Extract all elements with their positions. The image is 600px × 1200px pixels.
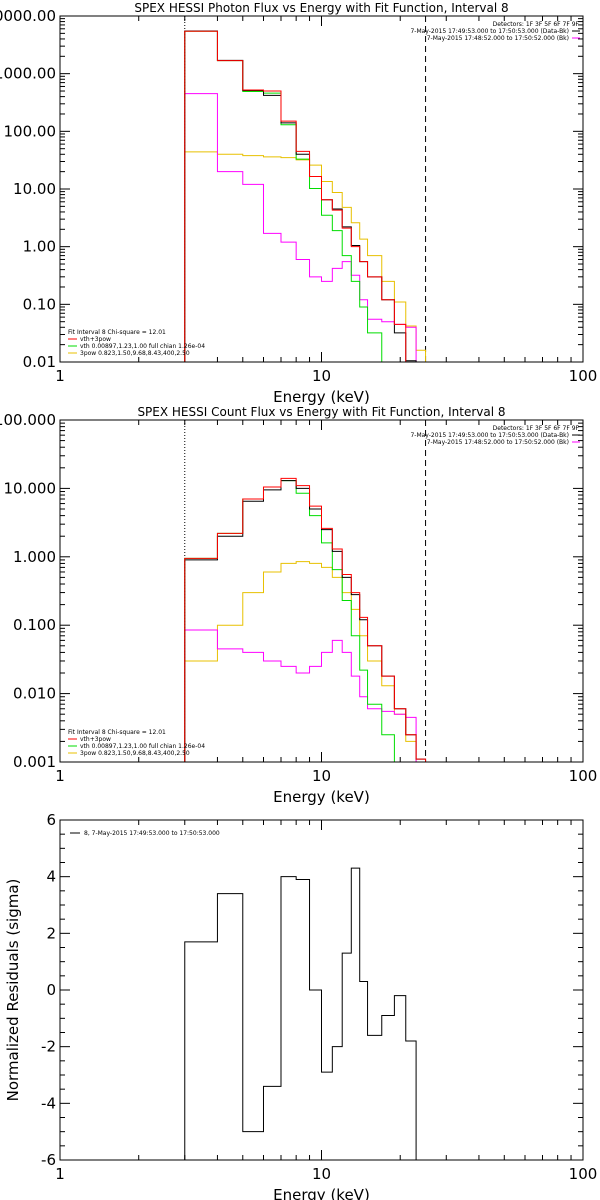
legend-title: Fit Interval 8 Chi-square = 12.01 bbox=[68, 329, 166, 336]
x-tick-label: 10 bbox=[312, 367, 331, 385]
series-group bbox=[184, 867, 417, 1160]
info-line: Detectors: 1F 3F 5F 6F 7F 9F bbox=[493, 425, 580, 432]
chart-title: SPEX HESSI Count Flux vs Energy with Fit… bbox=[137, 405, 505, 419]
y-tick-label: 1.00 bbox=[23, 238, 56, 256]
legend-entry: vth+3pow bbox=[80, 336, 111, 343]
x-tick-label: 1 bbox=[55, 367, 65, 385]
y-tick-label: 4 bbox=[46, 868, 56, 886]
x-axis-label: Energy (keV) bbox=[273, 788, 370, 806]
plot-frame bbox=[59, 419, 584, 763]
y-tick-label: -4 bbox=[41, 1094, 56, 1112]
info-line: 7-May-2015 17:49:53.000 to 17:50:53.000 … bbox=[410, 432, 569, 439]
x-axis-label: Energy (keV) bbox=[273, 1186, 370, 1200]
series-3pow-line bbox=[184, 151, 427, 362]
legend-entry: 8, 7-May-2015 17:49:53.000 to 17:50:53.0… bbox=[84, 830, 220, 837]
y-tick-label: 10000.00 bbox=[0, 7, 56, 25]
series-data-bk-line bbox=[184, 480, 427, 762]
legend-entry: vth+3pow bbox=[80, 736, 111, 743]
info-line: 7-May-2015 17:49:53.000 to 17:50:53.000 … bbox=[410, 28, 569, 35]
y-tick-label: 10.000 bbox=[4, 479, 57, 497]
y-tick-label: 1.000 bbox=[13, 548, 56, 566]
series-group bbox=[184, 30, 427, 362]
y-tick-label: 6 bbox=[46, 811, 56, 829]
x-tick-label: 1 bbox=[55, 1165, 65, 1183]
y-tick-label: 0.01 bbox=[23, 353, 56, 371]
series-vth-3pow-line bbox=[184, 30, 407, 362]
legend-entry: 3pow 0.823,1.50,9.68,8.43,400,2.50 bbox=[80, 750, 190, 757]
y-tick-label: 100.000 bbox=[0, 411, 56, 429]
y-tick-label: 1000.00 bbox=[0, 65, 56, 83]
chart-title: SPEX HESSI Photon Flux vs Energy with Fi… bbox=[134, 1, 508, 15]
chart-panel-2: SPEX HESSI Count Flux vs Energy with Fit… bbox=[0, 405, 597, 806]
y-tick-label: 0.100 bbox=[13, 616, 56, 634]
y-tick-label: -6 bbox=[41, 1151, 56, 1169]
y-tick-label: 10.00 bbox=[13, 180, 56, 198]
y-tick-label: 2 bbox=[46, 924, 56, 942]
legend-entry: vth 0.00897,1.23,1.00 full chian 1.26e-0… bbox=[80, 343, 205, 350]
series-group bbox=[184, 477, 427, 762]
x-axis-label: Energy (keV) bbox=[273, 388, 370, 406]
x-tick-label: 100 bbox=[569, 767, 598, 785]
series-vth-3pow-line bbox=[184, 477, 427, 762]
plot-frame bbox=[59, 819, 584, 1161]
info-line: Detectors: 1F 3F 5F 6F 7F 9F bbox=[493, 21, 580, 28]
series-bk-line bbox=[184, 93, 417, 362]
legend-title: Fit Interval 8 Chi-square = 12.01 bbox=[68, 729, 166, 736]
y-tick-label: 0 bbox=[46, 981, 56, 999]
series-bk-line bbox=[184, 629, 417, 762]
x-tick-label: 1 bbox=[55, 767, 65, 785]
series-vth-line bbox=[184, 480, 406, 762]
x-tick-label: 100 bbox=[569, 367, 598, 385]
legend-entry: vth 0.00897,1.23,1.00 full chian 1.26e-0… bbox=[80, 743, 205, 750]
series-vth-line bbox=[184, 30, 395, 362]
series-8-line bbox=[184, 867, 417, 1160]
series-3pow-line bbox=[184, 561, 426, 762]
x-tick-label: 100 bbox=[569, 1165, 598, 1183]
y-axis-label: Normalized Residuals (sigma) bbox=[4, 879, 22, 1102]
legend-entry: 3pow 0.823,1.50,9.68,8.43,400,2.50 bbox=[80, 350, 190, 357]
series-data-bk-line bbox=[184, 30, 417, 362]
y-tick-label: 0.010 bbox=[13, 685, 56, 703]
plot-frame bbox=[59, 15, 584, 363]
chart-panel-1: SPEX HESSI Photon Flux vs Energy with Fi… bbox=[0, 1, 597, 406]
y-tick-label: -2 bbox=[41, 1038, 56, 1056]
info-line: 7-May-2015 17:48:52.000 to 17:50:52.000 … bbox=[427, 35, 569, 42]
x-tick-label: 10 bbox=[312, 1165, 331, 1183]
info-line: 7-May-2015 17:48:52.000 to 17:50:52.000 … bbox=[427, 439, 569, 446]
x-tick-label: 10 bbox=[312, 767, 331, 785]
chart-panel-3: 1 10 100 Energy (keV) -6 -4 -2 0 2 4 6 Normalized R… bbox=[4, 811, 597, 1200]
y-tick-label: 100.00 bbox=[4, 122, 57, 140]
y-tick-label: 0.001 bbox=[13, 753, 56, 771]
y-tick-label: 0.10 bbox=[23, 295, 56, 313]
